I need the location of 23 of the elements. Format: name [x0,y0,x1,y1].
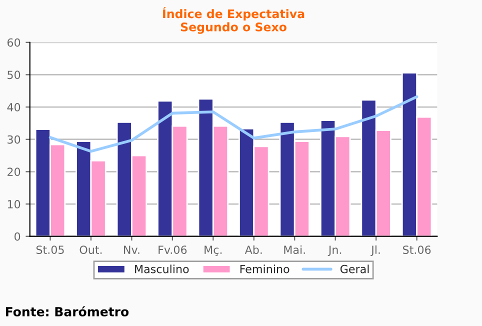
y-tick-label: 60 [7,38,20,47]
chart-title: Índice de Expectativa Segundo o Sexo [163,7,304,34]
y-tick-label: 40 [7,103,20,112]
y-tick-label: 50 [8,70,20,80]
y-tick-label: 20 [8,168,20,176]
x-tick-label: Ab. [244,245,262,254]
legend-label: Masculino [135,264,189,274]
x-tick-label: Jn. [328,246,342,256]
x-tick-label: Out. [80,246,102,254]
x-tick-label: St.05 [36,246,64,254]
x-tick-label: Fv.06 [158,246,187,254]
legend-label: Geral [340,264,369,274]
y-tick-label: 10 [8,200,20,208]
legend-label: Feminino [240,264,290,274]
y-tick-label: 30 [8,135,20,144]
y-tick-label: 0 [14,232,20,241]
x-tick-label: Mai. [284,245,305,254]
x-tick-label: Nv. [124,246,140,254]
x-tick-label: Mç. [204,246,222,256]
x-tick-label: Jl. [370,245,380,256]
x-tick-label: St.06 [403,246,431,254]
source-note: Fonte: Barómetro [6,306,129,316]
line-series [48,95,418,153]
